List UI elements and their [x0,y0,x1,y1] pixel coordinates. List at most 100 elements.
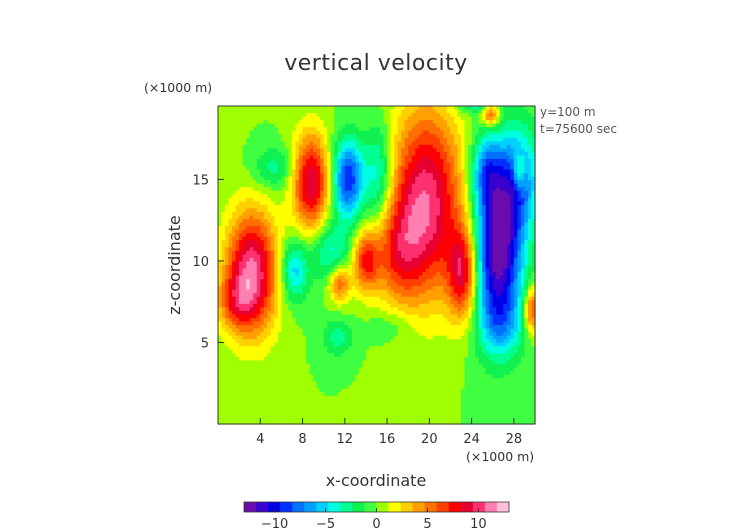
heatmap-cell [443,265,448,270]
heatmap-cell [401,293,406,298]
heatmap-cell [372,279,378,284]
heatmap-cell [281,106,286,111]
heatmap-cell [380,286,385,291]
heatmap-cell [478,222,483,227]
heatmap-cell [225,159,230,164]
heatmap-cell [411,113,416,118]
heatmap-cell [344,151,349,157]
heatmap-cell [492,282,497,287]
heatmap-cell [270,141,275,146]
heatmap-cell [263,148,268,153]
heatmap-cell [225,190,230,195]
heatmap-cell [524,173,529,178]
heatmap-cell [362,162,367,167]
heatmap-cell [302,109,307,114]
heatmap-cell [270,250,275,255]
heatmap-cell [485,180,490,185]
heatmap-cell [341,254,346,259]
heatmap-cell [309,293,314,298]
heatmap-cell [510,250,515,255]
heatmap-cell [235,113,240,118]
heatmap-cell [499,226,504,231]
heatmap-cell [524,272,529,277]
heatmap-cell [270,219,275,224]
heatmap-cell [401,240,406,245]
heatmap-cell [323,275,328,280]
heatmap-cell [506,109,511,114]
heatmap-cell [436,137,441,142]
heatmap-cell [365,159,371,164]
heatmap-cell [302,183,307,188]
heatmap-cell [401,197,406,202]
heatmap-cell [277,254,282,259]
heatmap-cell [327,265,332,270]
heatmap-cell [284,236,290,241]
heatmap-cell [457,219,462,224]
heatmap-cell [267,229,272,234]
heatmap-cell [316,194,321,199]
heatmap-cell [524,201,529,206]
heatmap-cell [348,148,353,153]
heatmap-cell [478,257,483,263]
heatmap-cell [316,233,321,238]
heatmap-cell [429,183,434,188]
heatmap-cell [432,226,437,231]
heatmap-cell [425,233,430,238]
heatmap-cell [408,236,413,241]
heatmap-cell [323,222,328,227]
heatmap-cell [316,279,321,284]
heatmap-cell [365,265,371,270]
heatmap-cell [390,296,395,301]
heatmap-cell [380,250,385,255]
heatmap-cell [478,173,483,178]
heatmap-cell [404,173,409,178]
heatmap-cell [295,130,300,135]
heatmap-cell [397,155,402,160]
heatmap-cell [288,123,293,128]
heatmap-cell [270,162,275,167]
heatmap-cell [478,120,483,125]
heatmap-cell [291,180,297,185]
heatmap-cell [218,173,223,178]
heatmap-cell [242,286,247,291]
heatmap-cell [309,265,314,270]
heatmap-cell [506,176,511,181]
heatmap-cell [228,229,233,234]
heatmap-cell [380,261,385,266]
heatmap-cell [482,282,487,287]
heatmap-cell [235,137,240,142]
heatmap-cell [376,176,381,181]
heatmap-cell [344,226,349,231]
heatmap-cell [482,116,487,121]
heatmap-cell [358,226,364,231]
heatmap-cell [369,116,374,121]
heatmap-cell [503,127,508,132]
heatmap-cell [478,183,483,188]
heatmap-cell [411,215,416,220]
heatmap-cell [499,275,504,280]
heatmap-cell [348,293,353,298]
heatmap-cell [520,201,526,206]
heatmap-cell [334,257,339,263]
heatmap-cell [485,254,490,259]
heatmap-cell [372,226,378,231]
heatmap-cell [436,180,441,185]
heatmap-cell [464,169,469,174]
heatmap-cell [313,296,318,301]
heatmap-cell [232,254,237,259]
heatmap-cell [369,286,374,291]
heatmap-cell [390,106,395,111]
heatmap-cell [397,296,402,301]
heatmap-cell [432,250,437,255]
heatmap-cell [461,289,466,294]
heatmap-cell [429,272,434,277]
heatmap-cell [263,286,268,291]
heatmap-cell [232,190,237,195]
heatmap-cell [330,229,335,234]
heatmap-cell [232,212,237,217]
heatmap-cell [253,265,258,270]
heatmap-cell [242,282,247,287]
heatmap-cell [450,233,455,238]
heatmap-cell [492,250,497,255]
heatmap-cell [397,265,402,270]
